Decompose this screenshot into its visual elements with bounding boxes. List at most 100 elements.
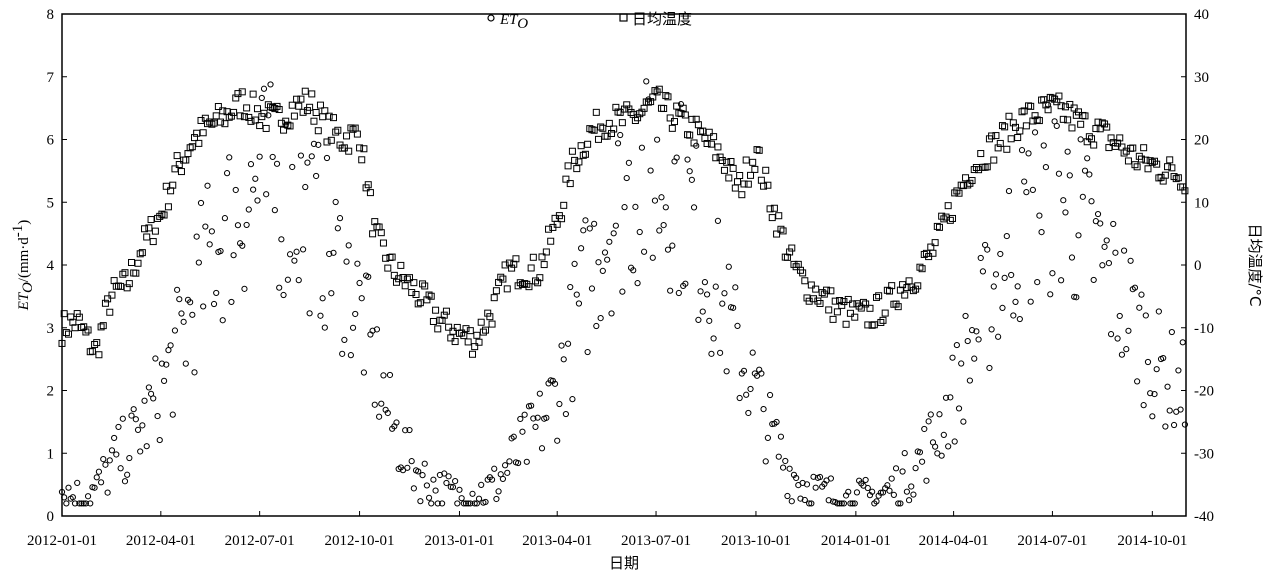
temperature-point	[1040, 96, 1048, 104]
temperature-point	[701, 134, 709, 142]
eto-point	[1023, 189, 1030, 196]
temperature-point	[786, 248, 794, 256]
eto-point	[1114, 335, 1121, 342]
eto-point	[532, 423, 539, 430]
eto-point	[276, 284, 283, 291]
temperature-point	[579, 151, 587, 159]
temperature-point	[1174, 174, 1182, 182]
temperature-point	[123, 284, 131, 292]
eto-point	[593, 322, 600, 330]
eto-point	[660, 221, 667, 229]
temperature-point	[395, 275, 403, 283]
temperature-point	[99, 322, 107, 330]
y-right-tick-label: -30	[1194, 446, 1214, 462]
temperature-point	[840, 298, 848, 306]
eto-point	[1164, 383, 1171, 390]
temperature-point	[868, 321, 876, 329]
eto-point	[1055, 170, 1063, 177]
eto-point	[460, 500, 467, 507]
temperature-point	[295, 102, 303, 110]
temperature-point	[95, 351, 103, 359]
eto-point	[462, 500, 470, 507]
temperature-point	[130, 269, 138, 277]
legend-marker-temperature	[619, 13, 628, 22]
temperature-point	[988, 132, 996, 140]
eto-point	[986, 364, 993, 372]
eto-point	[990, 283, 997, 290]
eto-point	[302, 183, 309, 191]
temperature-point	[451, 338, 459, 346]
eto-point	[947, 394, 954, 401]
temperature-point	[364, 181, 372, 189]
eto-point	[1088, 198, 1095, 205]
eto-point	[760, 405, 767, 413]
eto-point	[599, 267, 606, 274]
eto-point	[1155, 308, 1162, 315]
temperature-point	[862, 300, 870, 308]
eto-point	[517, 415, 524, 423]
y-axis-right: -40 -30 -20 -10 0 10 20 30 40	[1181, 7, 1214, 525]
temperature-point	[677, 110, 685, 118]
eto-point	[1060, 197, 1067, 204]
eto-point	[504, 469, 511, 476]
temperature-point	[121, 269, 129, 277]
temperature-point	[684, 131, 692, 139]
eto-point	[538, 445, 546, 452]
temperature-point	[699, 127, 707, 135]
eto-point	[223, 170, 231, 177]
eto-point	[638, 144, 646, 151]
y-right-tick-label: 40	[1194, 7, 1209, 23]
temperature-point	[770, 204, 778, 212]
temperature-point	[1048, 94, 1056, 102]
eto-point	[121, 478, 129, 485]
y-left-title-units: /(mm·d	[16, 237, 32, 282]
eto-point	[793, 474, 800, 482]
temperature-point	[525, 283, 533, 291]
temperature-point	[792, 263, 800, 271]
temperature-point	[1020, 107, 1028, 115]
eto-point	[260, 85, 268, 92]
y-left-tick-label: 5	[47, 195, 55, 211]
temperature-point	[290, 112, 298, 120]
eto-point	[217, 247, 224, 255]
temperature-point	[542, 248, 550, 256]
eto-point	[634, 280, 641, 287]
eto-point	[1090, 276, 1097, 284]
y-left-tick-label: 6	[47, 133, 55, 149]
eto-point	[269, 153, 276, 161]
eto-point	[95, 468, 103, 475]
temperature-point	[762, 166, 770, 174]
temperature-point	[73, 310, 81, 318]
eto-point	[282, 122, 289, 129]
x-tick-label: 2012-07-01	[225, 533, 295, 549]
eto-point	[506, 458, 513, 465]
eto-point	[91, 484, 98, 491]
temperature-point	[597, 123, 605, 131]
temperature-point	[510, 260, 518, 268]
temperature-point	[998, 122, 1006, 130]
temperature-point	[636, 110, 644, 118]
eto-point	[219, 317, 226, 324]
eto-point	[419, 472, 426, 479]
temperature-point	[399, 273, 407, 281]
temperature-point	[1172, 175, 1180, 183]
temperature-point	[1161, 171, 1169, 179]
x-tick-label: 2013-07-01	[621, 533, 691, 549]
eto-point	[221, 215, 228, 222]
eto-point	[1177, 406, 1184, 413]
temperature-point	[164, 203, 172, 211]
temperature-point	[1031, 112, 1039, 120]
temperature-point	[455, 329, 463, 337]
eto-point	[945, 443, 952, 450]
temperature-point	[740, 180, 748, 188]
eto-point	[106, 457, 113, 464]
eto-point	[614, 140, 622, 147]
temperature-point	[429, 317, 437, 325]
temperature-point	[251, 116, 259, 124]
temperature-point	[666, 114, 674, 122]
temperature-point	[888, 282, 896, 290]
eto-point	[1123, 346, 1130, 353]
eto-point	[534, 414, 541, 421]
temperature-point	[1142, 156, 1150, 164]
eto-point	[621, 204, 628, 211]
